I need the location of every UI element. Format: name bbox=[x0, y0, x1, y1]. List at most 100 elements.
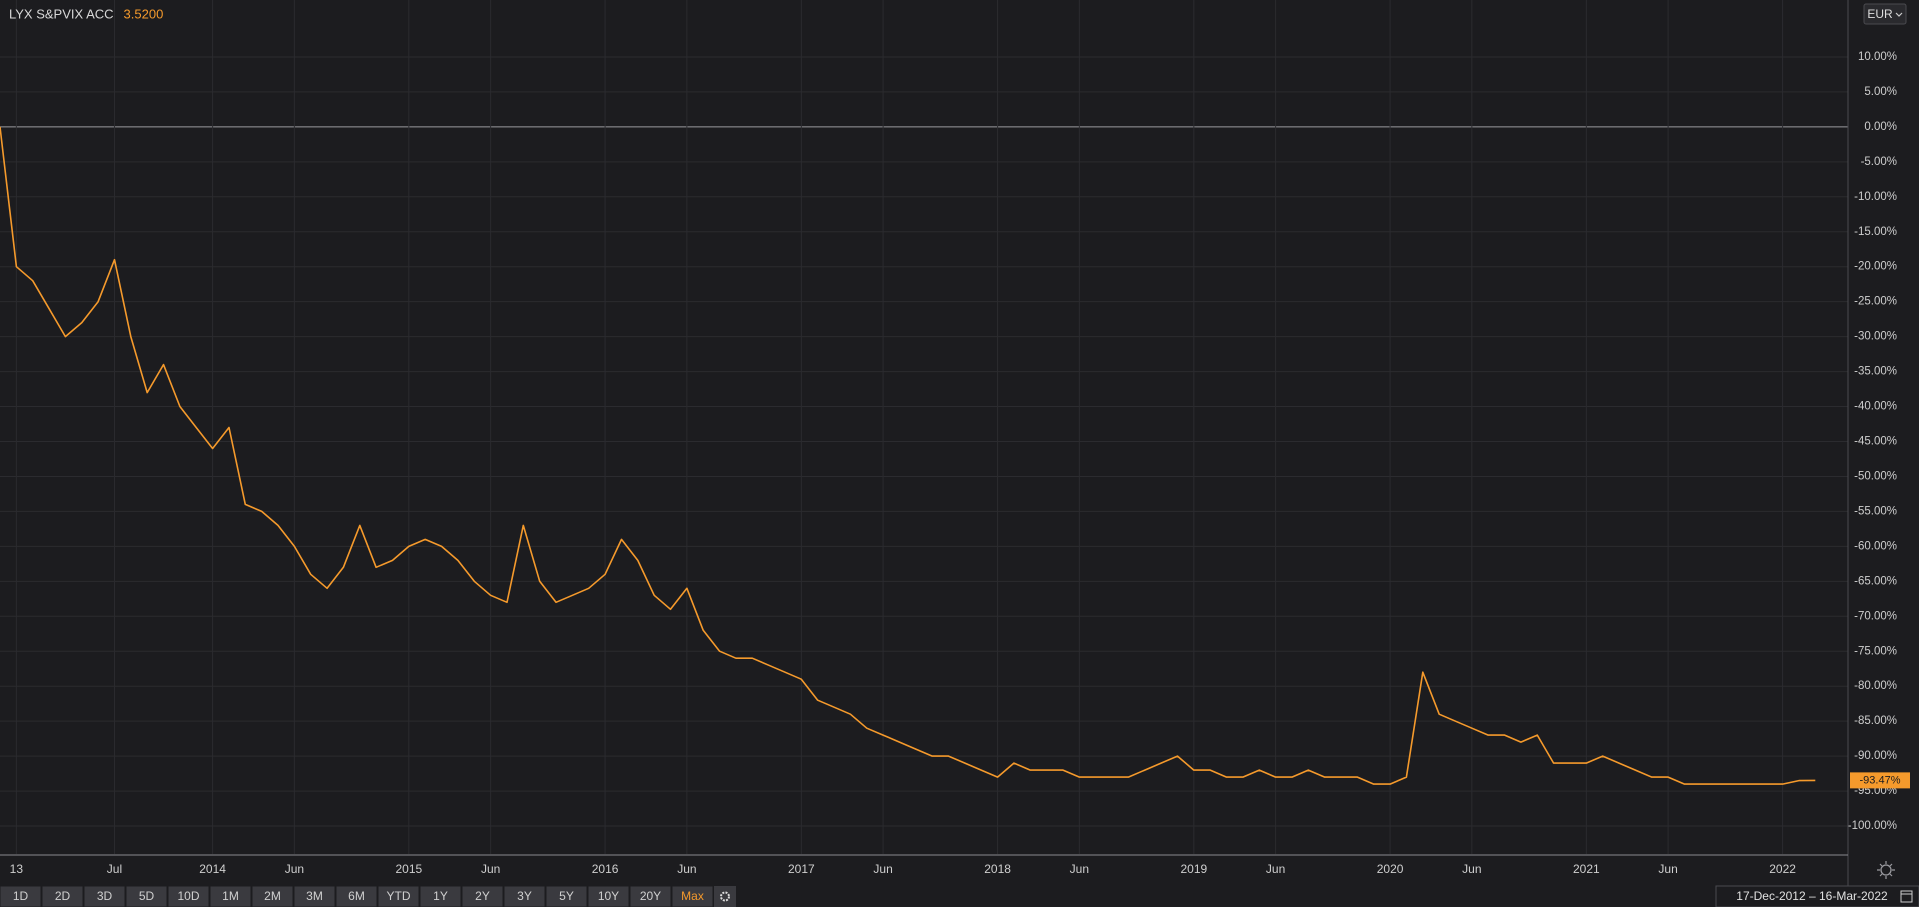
range-button[interactable]: 3Y bbox=[503, 885, 546, 907]
range-button-bg[interactable] bbox=[461, 885, 504, 907]
y-tick-label: 0.00% bbox=[1864, 121, 1897, 133]
range-button-bg[interactable] bbox=[671, 885, 714, 907]
range-button-label[interactable]: 5D bbox=[139, 889, 155, 903]
range-button-bg[interactable] bbox=[377, 885, 420, 907]
range-button-bg[interactable] bbox=[0, 885, 42, 907]
range-button-bg[interactable] bbox=[629, 885, 672, 907]
range-button-label[interactable]: 10D bbox=[177, 889, 199, 903]
range-button-bg[interactable] bbox=[545, 885, 588, 907]
x-tick-label: Jul bbox=[107, 862, 122, 876]
chart-settings[interactable] bbox=[1877, 861, 1895, 879]
x-tick-label: Jun bbox=[1462, 862, 1481, 876]
range-button[interactable]: 3D bbox=[83, 885, 126, 907]
range-button-label[interactable]: 2M bbox=[264, 889, 281, 903]
range-button-label[interactable]: 2D bbox=[55, 889, 71, 903]
range-button-label[interactable]: Max bbox=[681, 889, 704, 903]
currency-select[interactable]: EUR bbox=[1863, 3, 1907, 25]
x-tick-label: Jun bbox=[1658, 862, 1677, 876]
x-tick-label: 2019 bbox=[1180, 862, 1207, 876]
grid-layer: 10.00% 5.00% 0.00% -5.00% -10.00% -15.00% -20.… bbox=[0, 0, 1897, 876]
range-button[interactable]: Max bbox=[671, 885, 714, 907]
range-button[interactable]: 2D bbox=[41, 885, 84, 907]
range-button-label[interactable]: 6M bbox=[348, 889, 365, 903]
range-button[interactable]: 5D bbox=[125, 885, 168, 907]
range-button-label[interactable]: 3M bbox=[306, 889, 323, 903]
range-button-bg[interactable] bbox=[41, 885, 84, 907]
range-button-bg[interactable] bbox=[209, 885, 252, 907]
range-button-label[interactable]: 5Y bbox=[559, 889, 574, 903]
price-line bbox=[0, 126, 1816, 785]
y-tick-label: -60.00% bbox=[1854, 540, 1897, 552]
range-button[interactable]: 1M bbox=[209, 885, 252, 907]
y-tick-label: -30.00% bbox=[1854, 331, 1897, 343]
x-tick-label: 2018 bbox=[984, 862, 1011, 876]
range-button-label[interactable]: 2Y bbox=[475, 889, 490, 903]
y-tick-label: -70.00% bbox=[1854, 610, 1897, 622]
range-button-bg[interactable] bbox=[503, 885, 546, 907]
range-button-bg[interactable] bbox=[587, 885, 630, 907]
currency[interactable]: EUR bbox=[1867, 7, 1893, 21]
range-button[interactable]: 1D bbox=[0, 885, 42, 907]
range-button-label[interactable]: YTD bbox=[387, 889, 411, 903]
range-button-bg[interactable] bbox=[251, 885, 294, 907]
range-button-bg[interactable] bbox=[83, 885, 126, 907]
x-tick-label: Jun bbox=[873, 862, 892, 876]
range-button[interactable]: 5Y bbox=[545, 885, 588, 907]
range-button-label[interactable]: 20Y bbox=[640, 889, 661, 903]
x-tick-label: 13 bbox=[10, 862, 24, 876]
range-button[interactable]: 10Y bbox=[587, 885, 630, 907]
date-range-text[interactable]: 17-Dec-2012 – 16-Mar-2022 bbox=[1736, 889, 1888, 903]
x-tick-label: Jun bbox=[1070, 862, 1089, 876]
x-tick-label: Jun bbox=[481, 862, 500, 876]
y-tick-label: -25.00% bbox=[1854, 296, 1897, 308]
range-button[interactable]: 10D bbox=[167, 885, 210, 907]
y-tick-label: -100.00% bbox=[1848, 820, 1897, 832]
y-tick-label: -5.00% bbox=[1861, 156, 1897, 168]
range-button-label[interactable]: 10Y bbox=[598, 889, 619, 903]
range-button-bg[interactable] bbox=[293, 885, 336, 907]
x-tick-label: 2014 bbox=[199, 862, 226, 876]
y-tick-label: -40.00% bbox=[1854, 401, 1897, 413]
x-tick-label: Jun bbox=[285, 862, 304, 876]
settings-button[interactable] bbox=[714, 886, 736, 907]
y-tick-label: -15.00% bbox=[1854, 226, 1897, 238]
range-button[interactable]: 1Y bbox=[419, 885, 462, 907]
x-tick-label: 2021 bbox=[1573, 862, 1600, 876]
y-tick-label: -35.00% bbox=[1854, 366, 1897, 378]
range-button-bg[interactable] bbox=[419, 885, 462, 907]
gear-icon[interactable] bbox=[720, 891, 730, 902]
y-tick-label: -55.00% bbox=[1854, 505, 1897, 517]
range-button[interactable]: 20Y bbox=[629, 885, 672, 907]
x-tick-label: Jun bbox=[1266, 862, 1285, 876]
range-button-label[interactable]: 1Y bbox=[433, 889, 448, 903]
range-button-label[interactable]: 3Y bbox=[517, 889, 532, 903]
instrument-name: LYX S&PVIX ACC bbox=[9, 6, 114, 21]
range-button-bg[interactable] bbox=[167, 885, 210, 907]
range-button[interactable]: 3M bbox=[293, 885, 336, 907]
y-tick-label: -80.00% bbox=[1854, 680, 1897, 692]
y-tick-label: -20.00% bbox=[1854, 261, 1897, 273]
range-button[interactable]: 6M bbox=[335, 885, 378, 907]
range-button-label[interactable]: 1D bbox=[13, 889, 29, 903]
range-button-bg[interactable] bbox=[335, 885, 378, 907]
x-tick-label: 2017 bbox=[788, 862, 815, 876]
x-tick-label: 2022 bbox=[1769, 862, 1796, 876]
plot: -93.47% bbox=[0, 126, 1910, 789]
range-button[interactable]: 2Y bbox=[461, 885, 504, 907]
x-tick-label: 2016 bbox=[592, 862, 619, 876]
range-buttons: 1D 2D 3D 5D 10D 1M 2M 3M 6M YTD 1Y 2Y 3Y 5Y 10Y 20Y Max bbox=[0, 885, 714, 907]
range-button[interactable]: YTD bbox=[377, 885, 420, 907]
date-range[interactable]: 17-Dec-2012 – 16-Mar-2022 bbox=[1715, 885, 1919, 907]
range-button-label[interactable]: 1M bbox=[222, 889, 239, 903]
current-value-label: -93.47% bbox=[1860, 774, 1901, 786]
current-value-box bbox=[1850, 772, 1910, 789]
y-tick-label: -85.00% bbox=[1854, 715, 1897, 727]
range-button[interactable]: 2M bbox=[251, 885, 294, 907]
range-button-label[interactable]: 3D bbox=[97, 889, 113, 903]
y-tick-label: -10.00% bbox=[1854, 191, 1897, 203]
range-button-bg[interactable] bbox=[125, 885, 168, 907]
y-tick-label: 10.00% bbox=[1858, 51, 1897, 63]
y-tick-label: -75.00% bbox=[1854, 645, 1897, 657]
